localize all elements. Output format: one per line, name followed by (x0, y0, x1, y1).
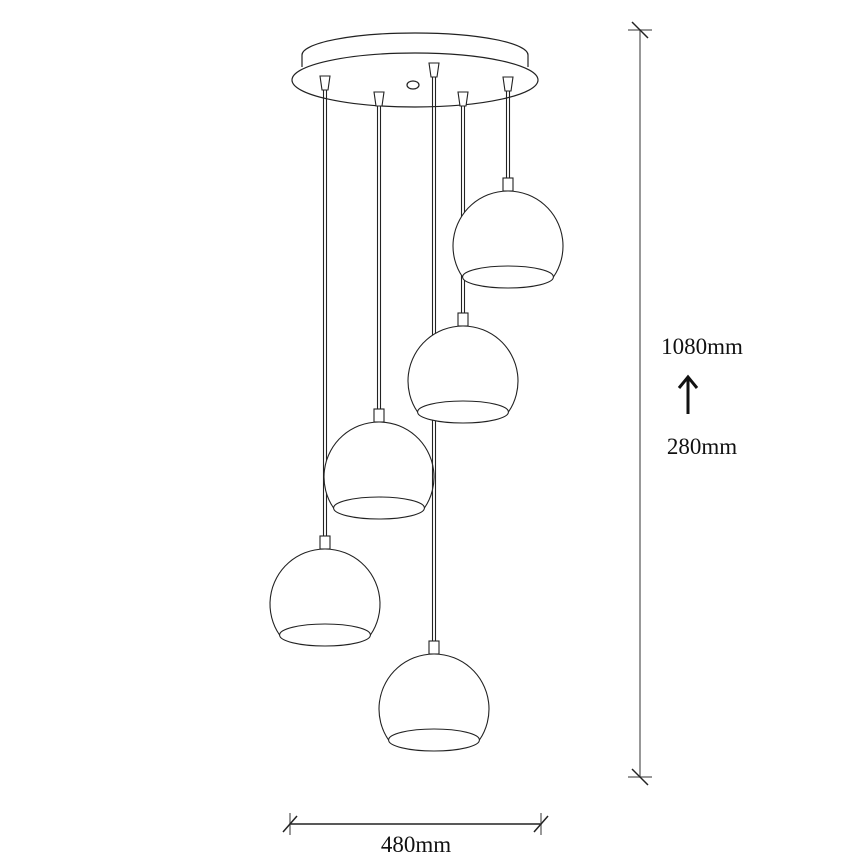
lamp-socket-cap (428, 640, 440, 655)
min-height-label: 280mm (666, 434, 738, 459)
ceiling-canopy (291, 32, 539, 108)
globe-shade (269, 548, 381, 636)
shade-opening (279, 623, 371, 647)
width-dim-slash-left (282, 815, 298, 833)
dimension-lines (282, 21, 652, 835)
lamp-socket-cap (373, 408, 385, 423)
max-height-label: 1080mm (661, 334, 743, 359)
globe-shade (452, 190, 564, 278)
cord-holder (502, 76, 514, 92)
height-dim-slash-bottom (631, 768, 649, 786)
shade-opening (333, 496, 425, 520)
cord-holder (319, 75, 331, 91)
pendant-lamp (452, 76, 564, 289)
shade-opening (417, 400, 509, 424)
arrow-up-icon (677, 374, 699, 414)
lamp-socket-cap (319, 535, 331, 550)
pendant-lamp (269, 75, 381, 647)
lamp-socket-cap (457, 312, 469, 327)
pendant-lamp (407, 91, 519, 424)
height-dim-slash-top (631, 21, 649, 39)
canopy-screw (406, 80, 420, 90)
cord-holder (457, 91, 469, 107)
pendant-lamp (323, 91, 435, 520)
width-dim-slash-right (533, 815, 549, 833)
shade-opening (462, 265, 554, 289)
cord-holder (373, 91, 385, 107)
cord-holder (428, 62, 440, 78)
globe-shade (407, 325, 519, 413)
canopy-base (291, 52, 539, 108)
shade-opening (388, 728, 480, 752)
globe-shade (323, 421, 435, 509)
width-label: 480mm (380, 832, 452, 857)
lamp-socket-cap (502, 177, 514, 192)
globe-shade (378, 653, 490, 741)
